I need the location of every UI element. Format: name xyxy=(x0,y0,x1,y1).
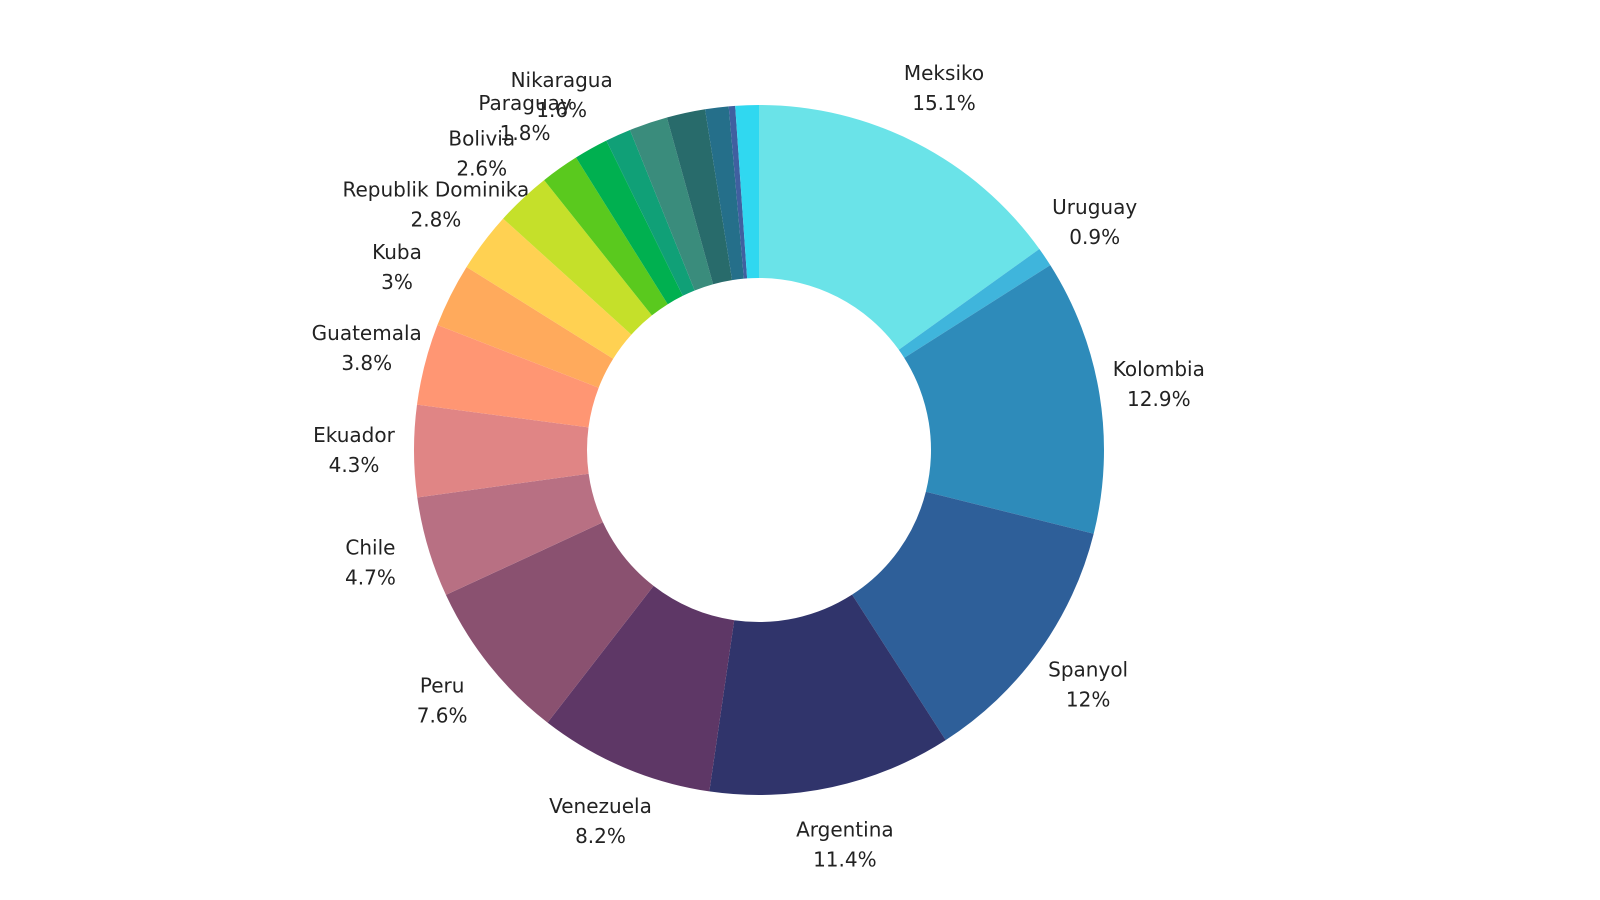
slice-value-label: 3.8% xyxy=(341,351,392,375)
slice-label: Paraguay xyxy=(478,91,572,115)
donut-slice xyxy=(705,106,744,281)
slice-label: Bolivia xyxy=(448,126,515,150)
slice-value-label: 1.8% xyxy=(500,121,551,145)
slice-label: Chile xyxy=(345,536,395,560)
slice-value-label: 11.4% xyxy=(813,847,877,871)
slice-value-label: 4.3% xyxy=(329,453,380,477)
slice-label: Ekuador xyxy=(313,423,395,447)
slice-label: Uruguay xyxy=(1052,195,1137,219)
slice-label: Spanyol xyxy=(1048,657,1128,681)
donut-slice xyxy=(466,218,632,359)
slice-label: Argentina xyxy=(796,817,894,841)
donut-slice xyxy=(728,105,748,279)
slice-label: Kuba xyxy=(372,240,422,264)
donut-slice xyxy=(759,105,1040,350)
slice-label: Guatemala xyxy=(312,321,422,345)
donut-slice xyxy=(629,117,714,291)
donut-slice xyxy=(852,491,1094,741)
slice-label: Nikaragua xyxy=(511,68,613,92)
slice-value-label: 2.8% xyxy=(410,207,461,231)
donut-slice xyxy=(575,140,683,305)
donut-slice xyxy=(503,180,652,335)
donut-slice xyxy=(437,266,614,388)
donut-slice xyxy=(606,130,695,296)
slice-value-label: 3% xyxy=(381,270,413,294)
slice-value-label: 4.7% xyxy=(345,566,396,590)
slice-value-label: 8.2% xyxy=(575,824,626,848)
slice-value-label: 12.9% xyxy=(1127,387,1191,411)
donut-slice xyxy=(417,473,603,595)
donut-slice xyxy=(904,265,1105,534)
slice-value-label: 2.6% xyxy=(456,156,507,180)
donut-slice xyxy=(709,594,946,796)
donut-slice xyxy=(666,109,733,285)
donut-slice xyxy=(544,157,668,316)
donut-slice xyxy=(547,585,735,792)
donut-slice xyxy=(898,248,1051,358)
slice-label: Peru xyxy=(420,674,465,698)
slice-value-label: 0.9% xyxy=(1069,225,1120,249)
slice-label: Republik Dominika xyxy=(342,177,529,201)
donut-slice xyxy=(735,105,759,279)
slice-value-label: 7.6% xyxy=(417,704,468,728)
slice-value-label: 15.1% xyxy=(912,91,976,115)
slice-label: Kolombia xyxy=(1113,357,1205,381)
donut-slice xyxy=(416,325,599,428)
slice-value-label: 1.6% xyxy=(536,98,587,122)
slice-value-label: 12% xyxy=(1066,687,1110,711)
donut-slice xyxy=(445,522,654,723)
donut-slice xyxy=(414,404,589,498)
slice-label: Venezuela xyxy=(549,794,652,818)
slice-label: Meksiko xyxy=(904,61,984,85)
